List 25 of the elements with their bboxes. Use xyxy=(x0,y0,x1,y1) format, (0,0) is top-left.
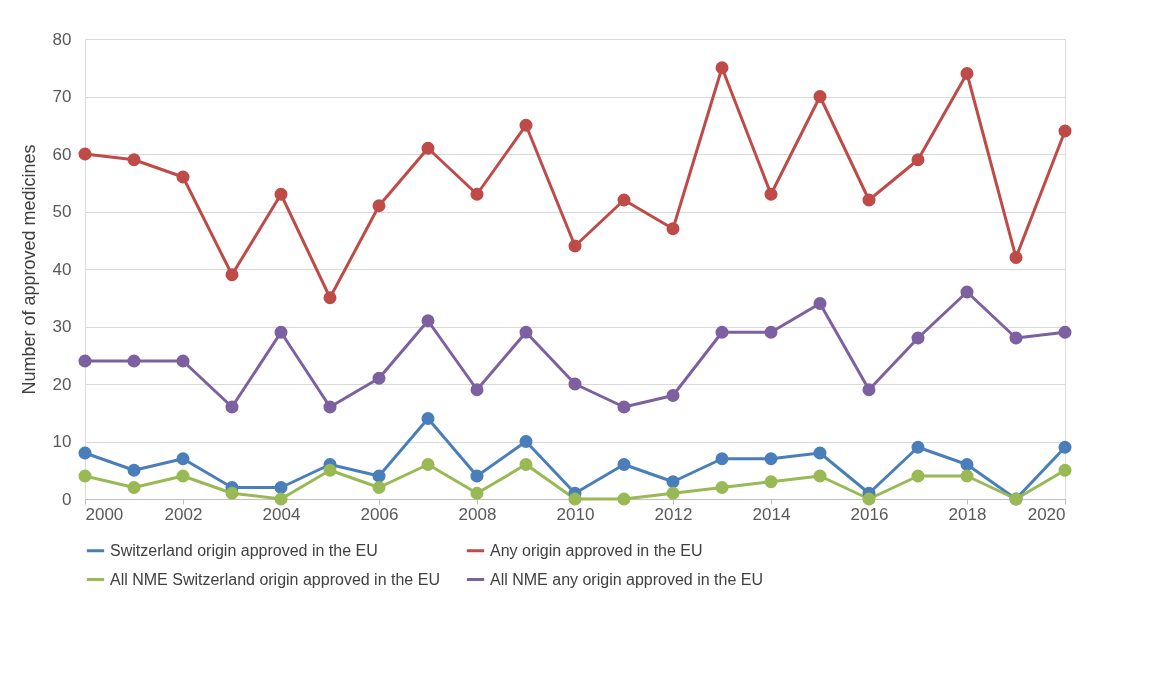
x-tick-label: 2000 xyxy=(85,504,124,524)
y-tick-label: 0 xyxy=(62,489,72,509)
x-tick-label: 2018 xyxy=(948,504,987,524)
x-tick-label: 2004 xyxy=(262,504,301,524)
y-tick-label: 20 xyxy=(52,374,72,394)
y-axis-title: Number of approved medicines xyxy=(18,144,39,395)
x-tick-label: 2014 xyxy=(752,504,791,524)
x-tick-label: 2002 xyxy=(164,504,203,524)
y-tick-label: 50 xyxy=(52,202,72,221)
x-tick-label: 2016 xyxy=(850,504,889,524)
y-tick-label: 10 xyxy=(52,432,72,451)
x-tick-label: 2006 xyxy=(360,504,399,524)
x-tick-label: 2012 xyxy=(654,504,693,524)
legend-label: All NME Switzerland origin approved in the EU xyxy=(110,570,440,588)
x-tick-label: 2010 xyxy=(556,504,595,524)
legend-label: All NME any origin approved in the EU xyxy=(490,570,764,588)
y-tick-label: 40 xyxy=(52,259,72,279)
x-tick-label: 2020 xyxy=(1027,504,1066,524)
y-tick-label: 30 xyxy=(52,317,72,336)
y-tick-label: 80 xyxy=(52,29,72,49)
y-tick-label: 60 xyxy=(52,144,72,164)
y-tick-label: 70 xyxy=(52,87,72,106)
legend-label: Any origin approved in the EU xyxy=(490,541,703,559)
legend-label: Switzerland origin approved in the EU xyxy=(110,541,378,559)
x-tick-label: 2008 xyxy=(458,504,497,524)
